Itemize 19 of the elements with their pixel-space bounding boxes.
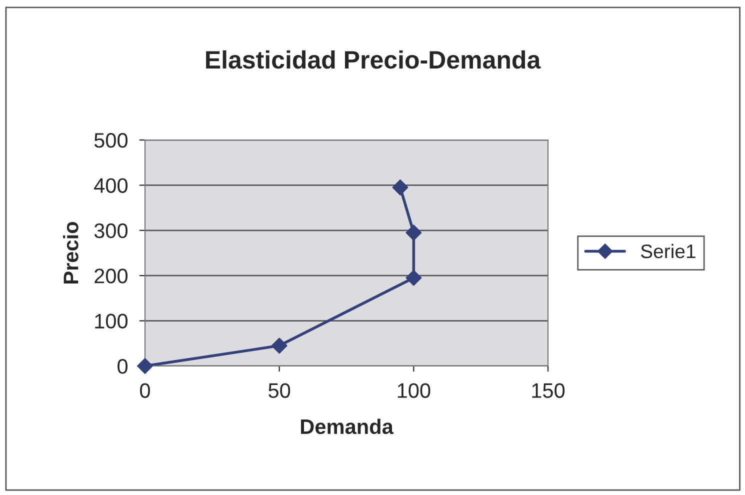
y-tick-label: 200 xyxy=(94,268,128,284)
y-tick-label: 100 xyxy=(95,314,128,329)
point xyxy=(271,338,288,354)
x-tick-label: 150 xyxy=(532,383,565,398)
y-axis-title: Precio xyxy=(63,222,78,284)
y-tick-label: 0 xyxy=(118,359,128,374)
y-tick-label: 400 xyxy=(94,178,128,193)
x-tick-label: 100 xyxy=(398,383,430,398)
legend-label: Serie1 xyxy=(640,244,696,258)
point xyxy=(406,224,422,241)
y-tick-label: 500 xyxy=(94,133,128,148)
point xyxy=(406,270,422,286)
x-tick-label: 50 xyxy=(268,383,290,398)
point xyxy=(392,179,408,196)
x-tick-label: 0 xyxy=(140,383,150,398)
chart-title: Elasticidad Precio-Demanda xyxy=(206,50,541,69)
point xyxy=(136,358,154,374)
y-tick-label: 300 xyxy=(94,223,128,238)
x-axis-title: Demanda xyxy=(301,418,394,434)
